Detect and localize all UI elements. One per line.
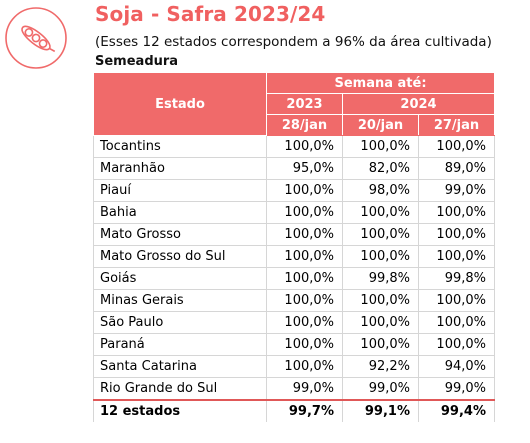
- table-row: Tocantins 100,0% 100,0% 100,0%: [93, 135, 495, 158]
- header-date-3: 27/jan: [418, 114, 495, 136]
- value-cell: 100,0%: [418, 311, 495, 334]
- state-name: São Paulo: [93, 311, 267, 334]
- value-cell: 100,0%: [266, 333, 343, 356]
- state-name: Rio Grande do Sul: [93, 377, 267, 401]
- value-cell: 98,0%: [342, 179, 419, 202]
- table-row: Mato Grosso do Sul 100,0% 100,0% 100,0%: [93, 245, 495, 268]
- value-cell: 100,0%: [266, 245, 343, 268]
- state-name: Minas Gerais: [93, 289, 267, 312]
- table-row: Piauí 100,0% 98,0% 99,0%: [93, 179, 495, 202]
- value-cell: 100,0%: [342, 289, 419, 312]
- state-name: Mato Grosso: [93, 223, 267, 246]
- state-name: Santa Catarina: [93, 355, 267, 378]
- state-name: Goiás: [93, 267, 267, 290]
- header-semana: Semana até:: [266, 72, 495, 94]
- value-cell: 99,0%: [418, 377, 495, 401]
- value-cell: 94,0%: [418, 355, 495, 378]
- state-name: Tocantins: [93, 135, 267, 158]
- table-row: Goiás 100,0% 99,8% 99,8%: [93, 267, 495, 290]
- soybean-pod-icon: [4, 6, 68, 70]
- section-label: Semeadura: [95, 54, 179, 69]
- header-date-2: 20/jan: [342, 114, 419, 136]
- page-title: Soja - Safra 2023/24: [95, 2, 326, 26]
- value-cell: 100,0%: [266, 223, 343, 246]
- value-cell: 100,0%: [342, 245, 419, 268]
- value-cell: 82,0%: [342, 157, 419, 180]
- state-name: Paraná: [93, 333, 267, 356]
- total-row: 12 estados 99,7% 99,1% 99,4%: [93, 399, 495, 422]
- value-cell: 100,0%: [342, 135, 419, 158]
- value-cell: 100,0%: [342, 333, 419, 356]
- value-cell: 99,0%: [266, 377, 343, 401]
- state-name: Mato Grosso do Sul: [93, 245, 267, 268]
- value-cell: 100,0%: [266, 201, 343, 224]
- table-row: Minas Gerais 100,0% 100,0% 100,0%: [93, 289, 495, 312]
- header-estado: Estado: [93, 72, 267, 136]
- total-label: 12 estados: [93, 399, 267, 422]
- sowing-table: Estado Semana até: 2023 2024 28/jan 20/j…: [93, 72, 495, 422]
- value-cell: 100,0%: [418, 245, 495, 268]
- value-cell: 99,8%: [342, 267, 419, 290]
- value-cell: 99,0%: [342, 377, 419, 401]
- value-cell: 100,0%: [418, 333, 495, 356]
- page-subtitle: (Esses 12 estados correspondem a 96% da …: [95, 34, 492, 50]
- value-cell: 99,8%: [418, 267, 495, 290]
- table-row: Santa Catarina 100,0% 92,2% 94,0%: [93, 355, 495, 378]
- value-cell: 100,0%: [266, 135, 343, 158]
- value-cell: 100,0%: [266, 267, 343, 290]
- header-year-2023: 2023: [266, 93, 343, 115]
- total-value: 99,1%: [342, 399, 419, 422]
- value-cell: 100,0%: [342, 201, 419, 224]
- value-cell: 100,0%: [418, 223, 495, 246]
- total-value: 99,4%: [418, 399, 495, 422]
- value-cell: 92,2%: [342, 355, 419, 378]
- state-name: Piauí: [93, 179, 267, 202]
- value-cell: 100,0%: [266, 289, 343, 312]
- table-row: Mato Grosso 100,0% 100,0% 100,0%: [93, 223, 495, 246]
- state-name: Maranhão: [93, 157, 267, 180]
- value-cell: 100,0%: [342, 223, 419, 246]
- value-cell: 100,0%: [418, 135, 495, 158]
- value-cell: 100,0%: [342, 311, 419, 334]
- table-row: Maranhão 95,0% 82,0% 89,0%: [93, 157, 495, 180]
- value-cell: 99,0%: [418, 179, 495, 202]
- value-cell: 100,0%: [266, 311, 343, 334]
- value-cell: 100,0%: [266, 355, 343, 378]
- table-row: São Paulo 100,0% 100,0% 100,0%: [93, 311, 495, 334]
- header-date-1: 28/jan: [266, 114, 343, 136]
- state-name: Bahia: [93, 201, 267, 224]
- value-cell: 95,0%: [266, 157, 343, 180]
- header-year-2024: 2024: [342, 93, 495, 115]
- value-cell: 100,0%: [418, 201, 495, 224]
- total-value: 99,7%: [266, 399, 343, 422]
- table-row: Rio Grande do Sul 99,0% 99,0% 99,0%: [93, 377, 495, 401]
- table-row: Bahia 100,0% 100,0% 100,0%: [93, 201, 495, 224]
- table-row: Paraná 100,0% 100,0% 100,0%: [93, 333, 495, 356]
- value-cell: 100,0%: [266, 179, 343, 202]
- value-cell: 100,0%: [418, 289, 495, 312]
- value-cell: 89,0%: [418, 157, 495, 180]
